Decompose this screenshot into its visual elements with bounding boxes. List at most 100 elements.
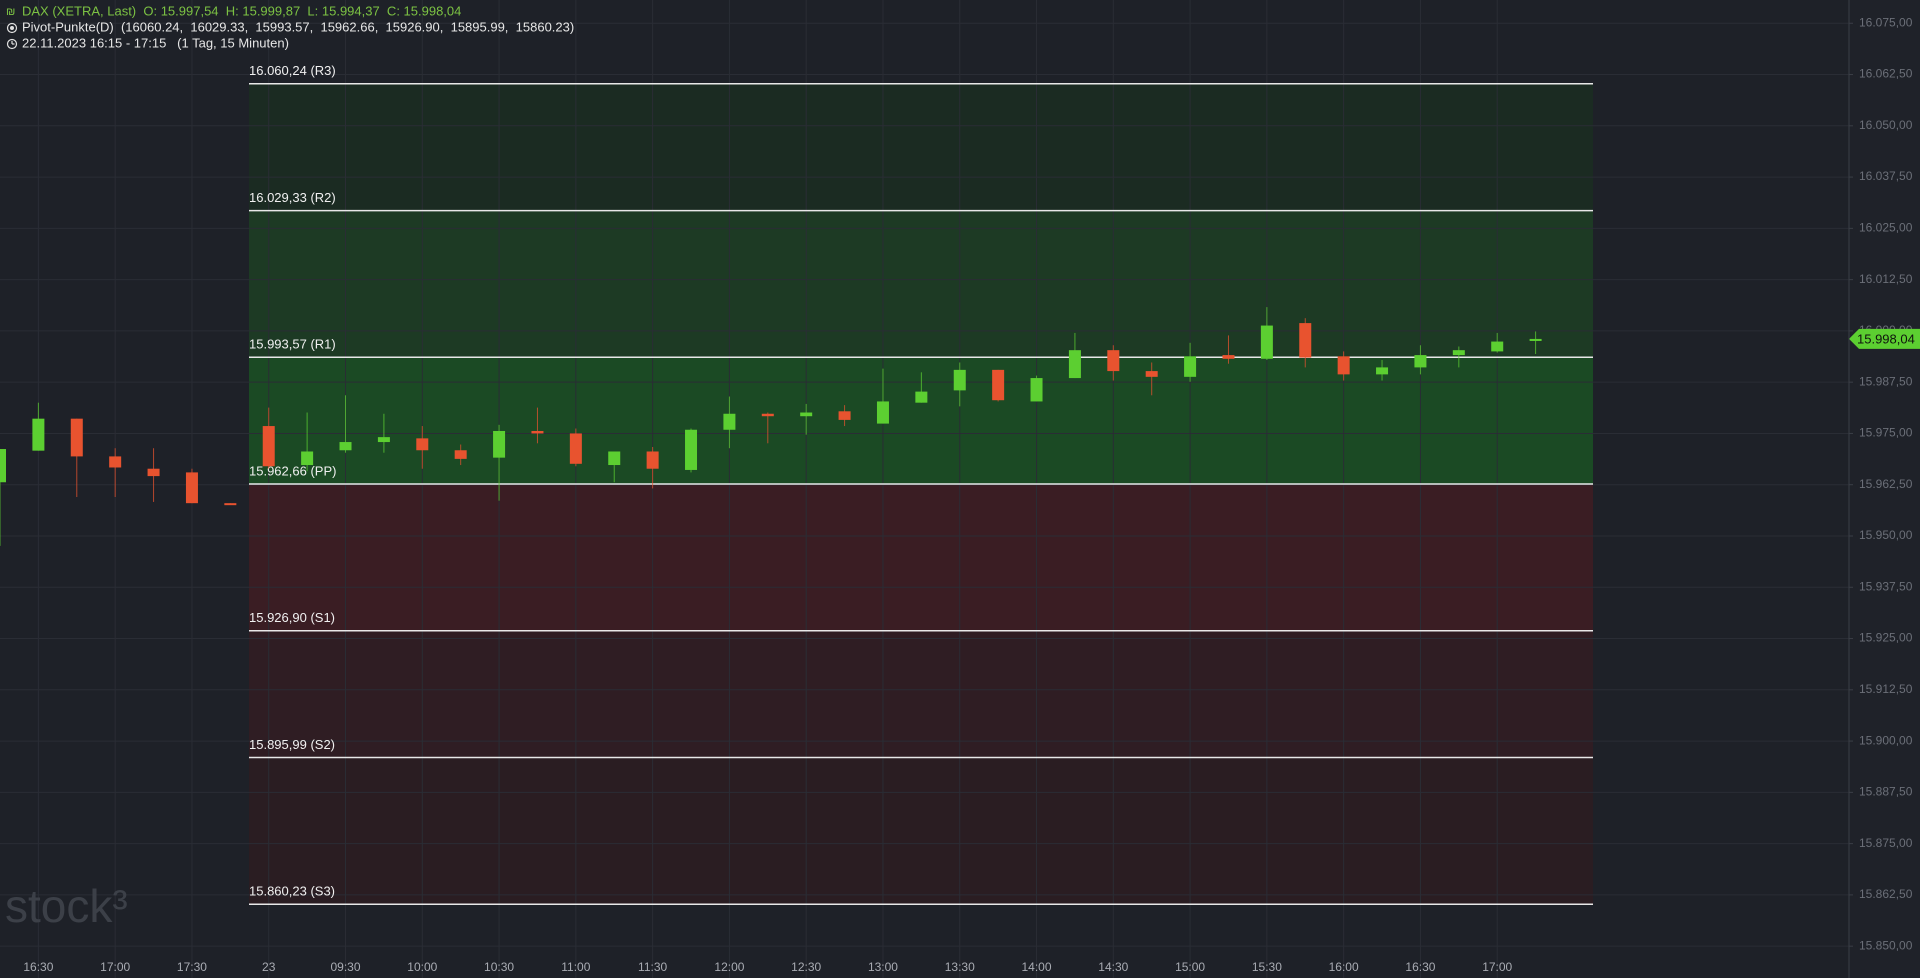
x-tick-label: 14:30 [1098,960,1128,974]
candle-body [1184,356,1197,377]
pivot-zone [249,210,1593,358]
y-tick-label: 16.012,50 [1859,272,1913,286]
pivot-label: 15.926,90 (S1) [249,610,335,625]
x-tick-label: 11:00 [561,960,590,974]
x-tick-label: 13:30 [945,960,975,974]
candle-body [992,369,1005,401]
candle-body [1376,367,1389,375]
candle-body [915,391,928,403]
candle-body [608,451,621,466]
candle-body [1529,338,1542,341]
header-line: 22.11.2023 16:15 - 17:15 (1 Tag, 15 Minu… [22,35,289,50]
y-tick-label: 15.950,00 [1859,528,1913,542]
y-tick-label: 15.962,50 [1859,477,1913,491]
y-tick-label: 16.075,00 [1859,15,1913,29]
candle-body [224,503,237,506]
x-tick-label: 13:00 [868,960,898,974]
last-price-label: 15.998,04 [1857,331,1915,346]
candle-body [109,456,122,468]
candle-body [32,418,45,451]
y-tick-label: 15.987,50 [1859,374,1913,388]
candle-body [531,430,544,434]
pivot-label: 16.029,33 (R2) [249,190,336,205]
candle-body [1299,323,1312,358]
x-tick-label: 10:30 [484,960,514,974]
x-tick-label: 12:00 [714,960,744,974]
x-tick-label: 17:00 [100,960,130,974]
candle-body [1068,350,1081,379]
y-tick-label: 16.025,00 [1859,221,1913,235]
x-tick-label: 14:00 [1022,960,1052,974]
candle-body [185,472,198,504]
header-line: Pivot-Punkte(D) (16060.24, 16029.33, 159… [22,19,574,34]
y-tick-label: 15.900,00 [1859,733,1913,747]
x-tick-label: 10:00 [407,960,437,974]
x-tick-label: 16:30 [23,960,53,974]
pivot-label: 15.895,99 (S2) [249,737,335,752]
candle-body [416,438,429,451]
last-price-tag [1849,328,1920,349]
candle-body [1337,356,1350,375]
pivot-label: 15.993,57 (R1) [249,337,336,352]
candle-body [723,413,736,430]
axes: 15.850,00 15.862,50 15.875,00 15.887,50 15.9… [23,15,1920,974]
x-tick-label: 11:30 [638,960,667,974]
y-tick-label: 15.850,00 [1859,938,1913,952]
x-tick-label: 17:30 [177,960,207,974]
candles [0,307,1542,546]
candle-body [646,451,659,469]
x-tick-label: 16:30 [1405,960,1435,974]
header: ₪ DAX (XETRA, Last) O: 15.997,54 H: 15.9… [6,3,574,50]
price-axis-area [1849,0,1920,978]
header-icon [10,26,14,30]
x-tick-label: 15:00 [1175,960,1205,974]
candle-body [1145,371,1158,377]
y-tick-label: 15.887,50 [1859,785,1913,799]
candle-body [377,437,390,443]
y-tick-label: 15.925,00 [1859,631,1913,645]
candle-body [1414,355,1427,368]
candle-body [0,449,6,483]
y-tick-label: 16.062,50 [1859,67,1913,81]
pivot-zone [249,757,1593,905]
pivot-zone [249,484,1593,631]
candle-body [838,411,851,420]
x-tick-label: 16:00 [1329,960,1359,974]
candle-body [493,430,506,458]
candle-body [262,426,275,467]
candle-body [454,450,467,459]
candle-body [800,412,813,417]
x-tick-label: 15:30 [1252,960,1282,974]
candle-body [953,369,966,391]
candle-body [301,451,314,466]
y-tick-label: 15.875,00 [1859,836,1913,850]
candle-body [1491,341,1504,352]
candle-body [1260,325,1273,359]
watermark: stock³ [5,880,128,932]
pivot-label: 16.060,24 (R3) [249,63,336,78]
header-icon [6,38,18,50]
grid [0,0,1849,978]
y-tick-label: 16.050,00 [1859,118,1913,132]
candle-body [70,418,83,457]
pivot-lines: 16.060,24 (R3) 16.029,33 (R2) 15.993,57 (R… [249,63,1593,905]
candle-body [339,442,352,451]
header-line: DAX (XETRA, Last) O: 15.997,54 H: 15.999… [22,3,461,18]
y-tick-label: 15.937,50 [1859,579,1913,593]
y-tick-label: 15.862,50 [1859,887,1913,901]
x-tick-label: 17:00 [1482,960,1512,974]
candle-body [569,433,582,464]
candle-body [761,413,774,417]
candle-body [685,429,698,470]
pivot-zone [249,630,1593,758]
candle-body [1030,378,1043,402]
candle-body [1452,350,1465,356]
candle-body [1107,350,1120,372]
pivot-zone [249,83,1593,211]
pivot-label: 15.962,66 (PP) [249,463,336,478]
y-tick-label: 15.975,00 [1859,426,1913,440]
candle-body [876,401,889,424]
y-tick-label: 15.912,50 [1859,682,1913,696]
